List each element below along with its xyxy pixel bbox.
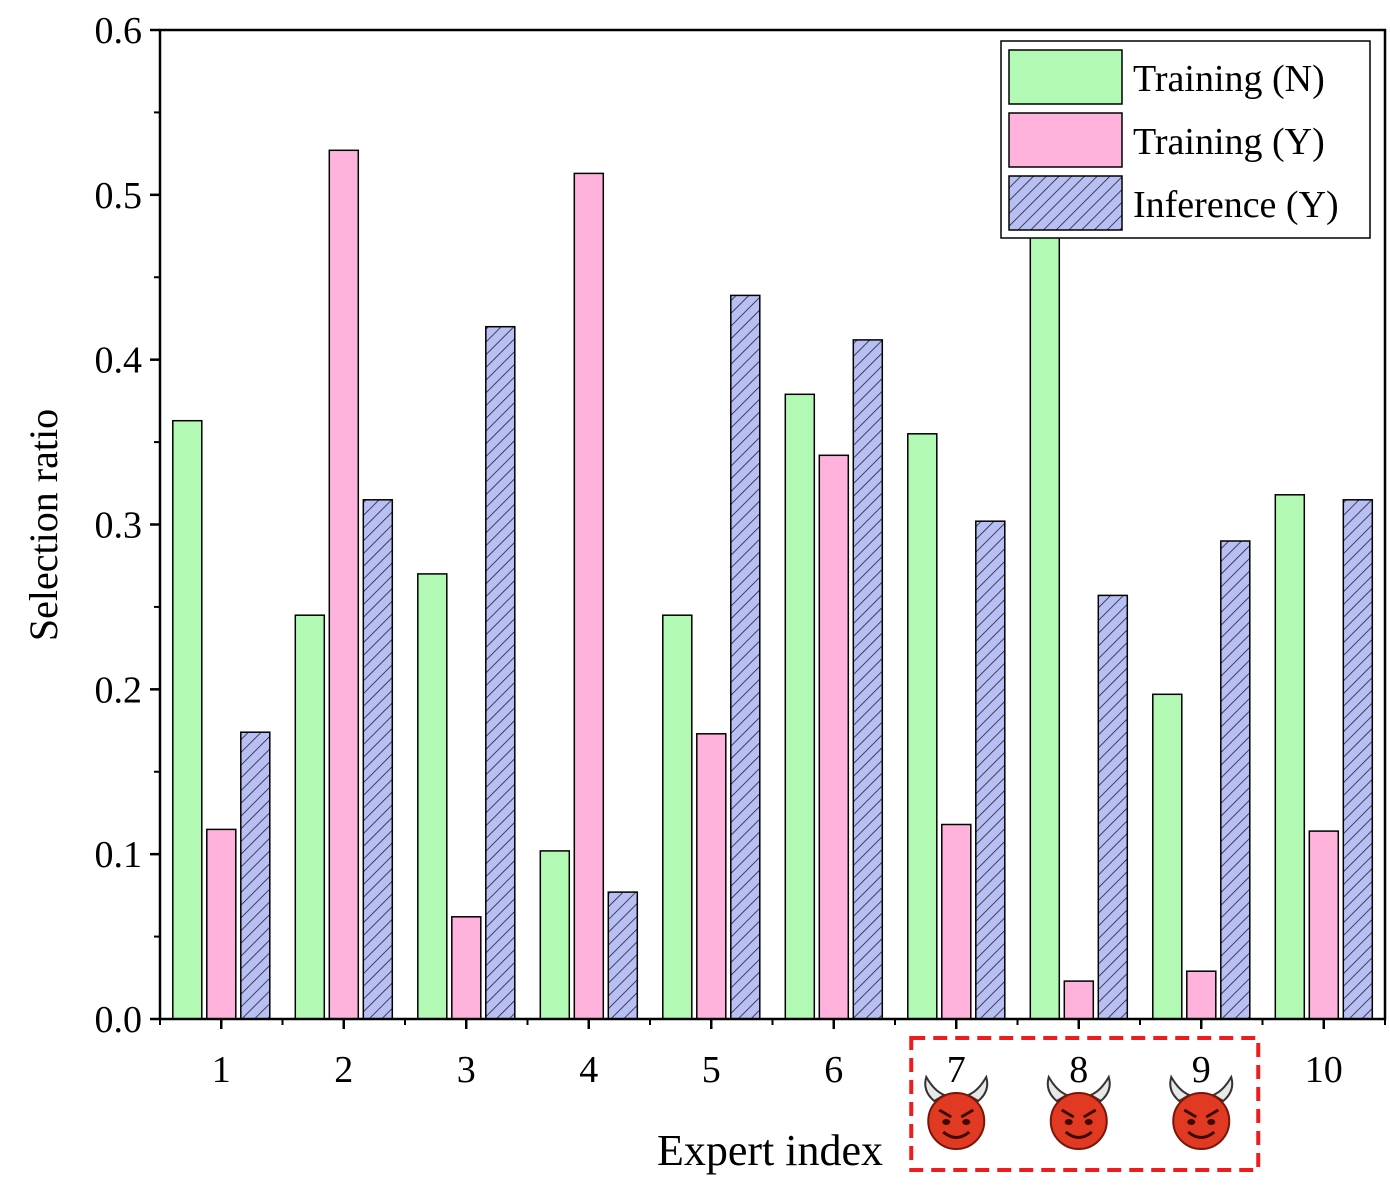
- bar-training-y-expert-9: [1186, 970, 1217, 1020]
- bar-inference-y-expert-4: [607, 891, 639, 1020]
- bar-training-n-expert-2: [294, 614, 326, 1020]
- bar-inference-y-expert-10: [1342, 499, 1374, 1020]
- bar-training-n-expert-1: [172, 419, 203, 1020]
- bar-inference-y-expert-5: [730, 294, 761, 1020]
- bar-training-n-expert-6: [784, 393, 816, 1020]
- bar-training-y-expert-5: [696, 733, 727, 1020]
- y-tick-label: 0.6: [95, 10, 143, 52]
- bar-training-y-expert-4: [573, 172, 605, 1020]
- bar-training-n-expert-10: [1274, 494, 1306, 1020]
- axes-group: 0.0 0.1 0.2 0.3 0.4 0.5 0.6 1 2 3 4 5 6 7 8 9 10: [95, 10, 1387, 1091]
- bar-inference-y-expert-9: [1220, 540, 1251, 1020]
- devil-face-icon: [1169, 1074, 1234, 1150]
- legend-label: Training (N): [1133, 58, 1325, 100]
- y-tick-label: 0.4: [95, 340, 143, 382]
- bar-inference-y-expert-1: [240, 731, 271, 1020]
- bar-training-y-expert-7: [941, 823, 972, 1020]
- bar-inference-y-expert-6: [852, 339, 884, 1020]
- legend: Training (N) Training (Y) Inference (Y): [1000, 40, 1371, 239]
- bar-training-n-expert-8: [1029, 233, 1061, 1020]
- x-tick-label-7: 7: [947, 1049, 966, 1091]
- y-tick-label: 0.5: [95, 175, 143, 217]
- bar-training-y-expert-3: [451, 916, 482, 1020]
- devil-face-icon: [1046, 1074, 1111, 1150]
- bar-inference-y-expert-7: [975, 520, 1006, 1020]
- x-tick-label-10: 10: [1305, 1049, 1343, 1091]
- bar-inference-y-expert-3: [485, 325, 516, 1020]
- bar-training-n-expert-7: [907, 433, 938, 1020]
- bar-training-y-expert-8: [1063, 980, 1095, 1020]
- y-tick-label: 0.1: [95, 834, 143, 876]
- legend-label: Inference (Y): [1133, 184, 1339, 226]
- highlight-dashed-box: [909, 1036, 1261, 1172]
- x-tick-label-6: 6: [824, 1049, 843, 1091]
- x-axis-label: Expert index: [657, 1126, 883, 1175]
- x-tick-label-1: 1: [212, 1049, 231, 1091]
- legend-label: Training (Y): [1133, 121, 1325, 163]
- y-tick-label: 0.2: [95, 669, 143, 711]
- malicious-experts-highlight: [909, 1036, 1261, 1172]
- x-tick-label-5: 5: [702, 1049, 721, 1091]
- bar-training-y-expert-6: [818, 454, 850, 1020]
- x-tick-label-3: 3: [457, 1049, 476, 1091]
- devil-face-icon: [924, 1074, 989, 1150]
- bars-group: [172, 149, 1374, 1020]
- legend-swatch: [1008, 112, 1123, 168]
- x-tick-label-8: 8: [1069, 1049, 1088, 1091]
- x-tick-label-9: 9: [1192, 1049, 1211, 1091]
- y-axis-label: Selection ratio: [21, 409, 66, 641]
- y-tick-label: 0.3: [95, 505, 143, 547]
- x-tick-label-4: 4: [579, 1049, 598, 1091]
- legend-swatch: [1008, 175, 1123, 231]
- x-tick-label-2: 2: [334, 1049, 353, 1091]
- bar-training-y-expert-2: [328, 149, 360, 1020]
- bar-training-y-expert-10: [1308, 830, 1340, 1020]
- bar-inference-y-expert-2: [362, 499, 394, 1020]
- bar-training-n-expert-9: [1152, 693, 1183, 1020]
- y-tick-label: 0.0: [95, 999, 143, 1041]
- legend-swatch: [1008, 49, 1123, 105]
- bar-training-y-expert-1: [206, 828, 237, 1020]
- bar-training-n-expert-5: [662, 614, 693, 1020]
- bar-training-n-expert-3: [417, 573, 448, 1020]
- bar-inference-y-expert-8: [1097, 594, 1129, 1020]
- bar-training-n-expert-4: [539, 850, 571, 1020]
